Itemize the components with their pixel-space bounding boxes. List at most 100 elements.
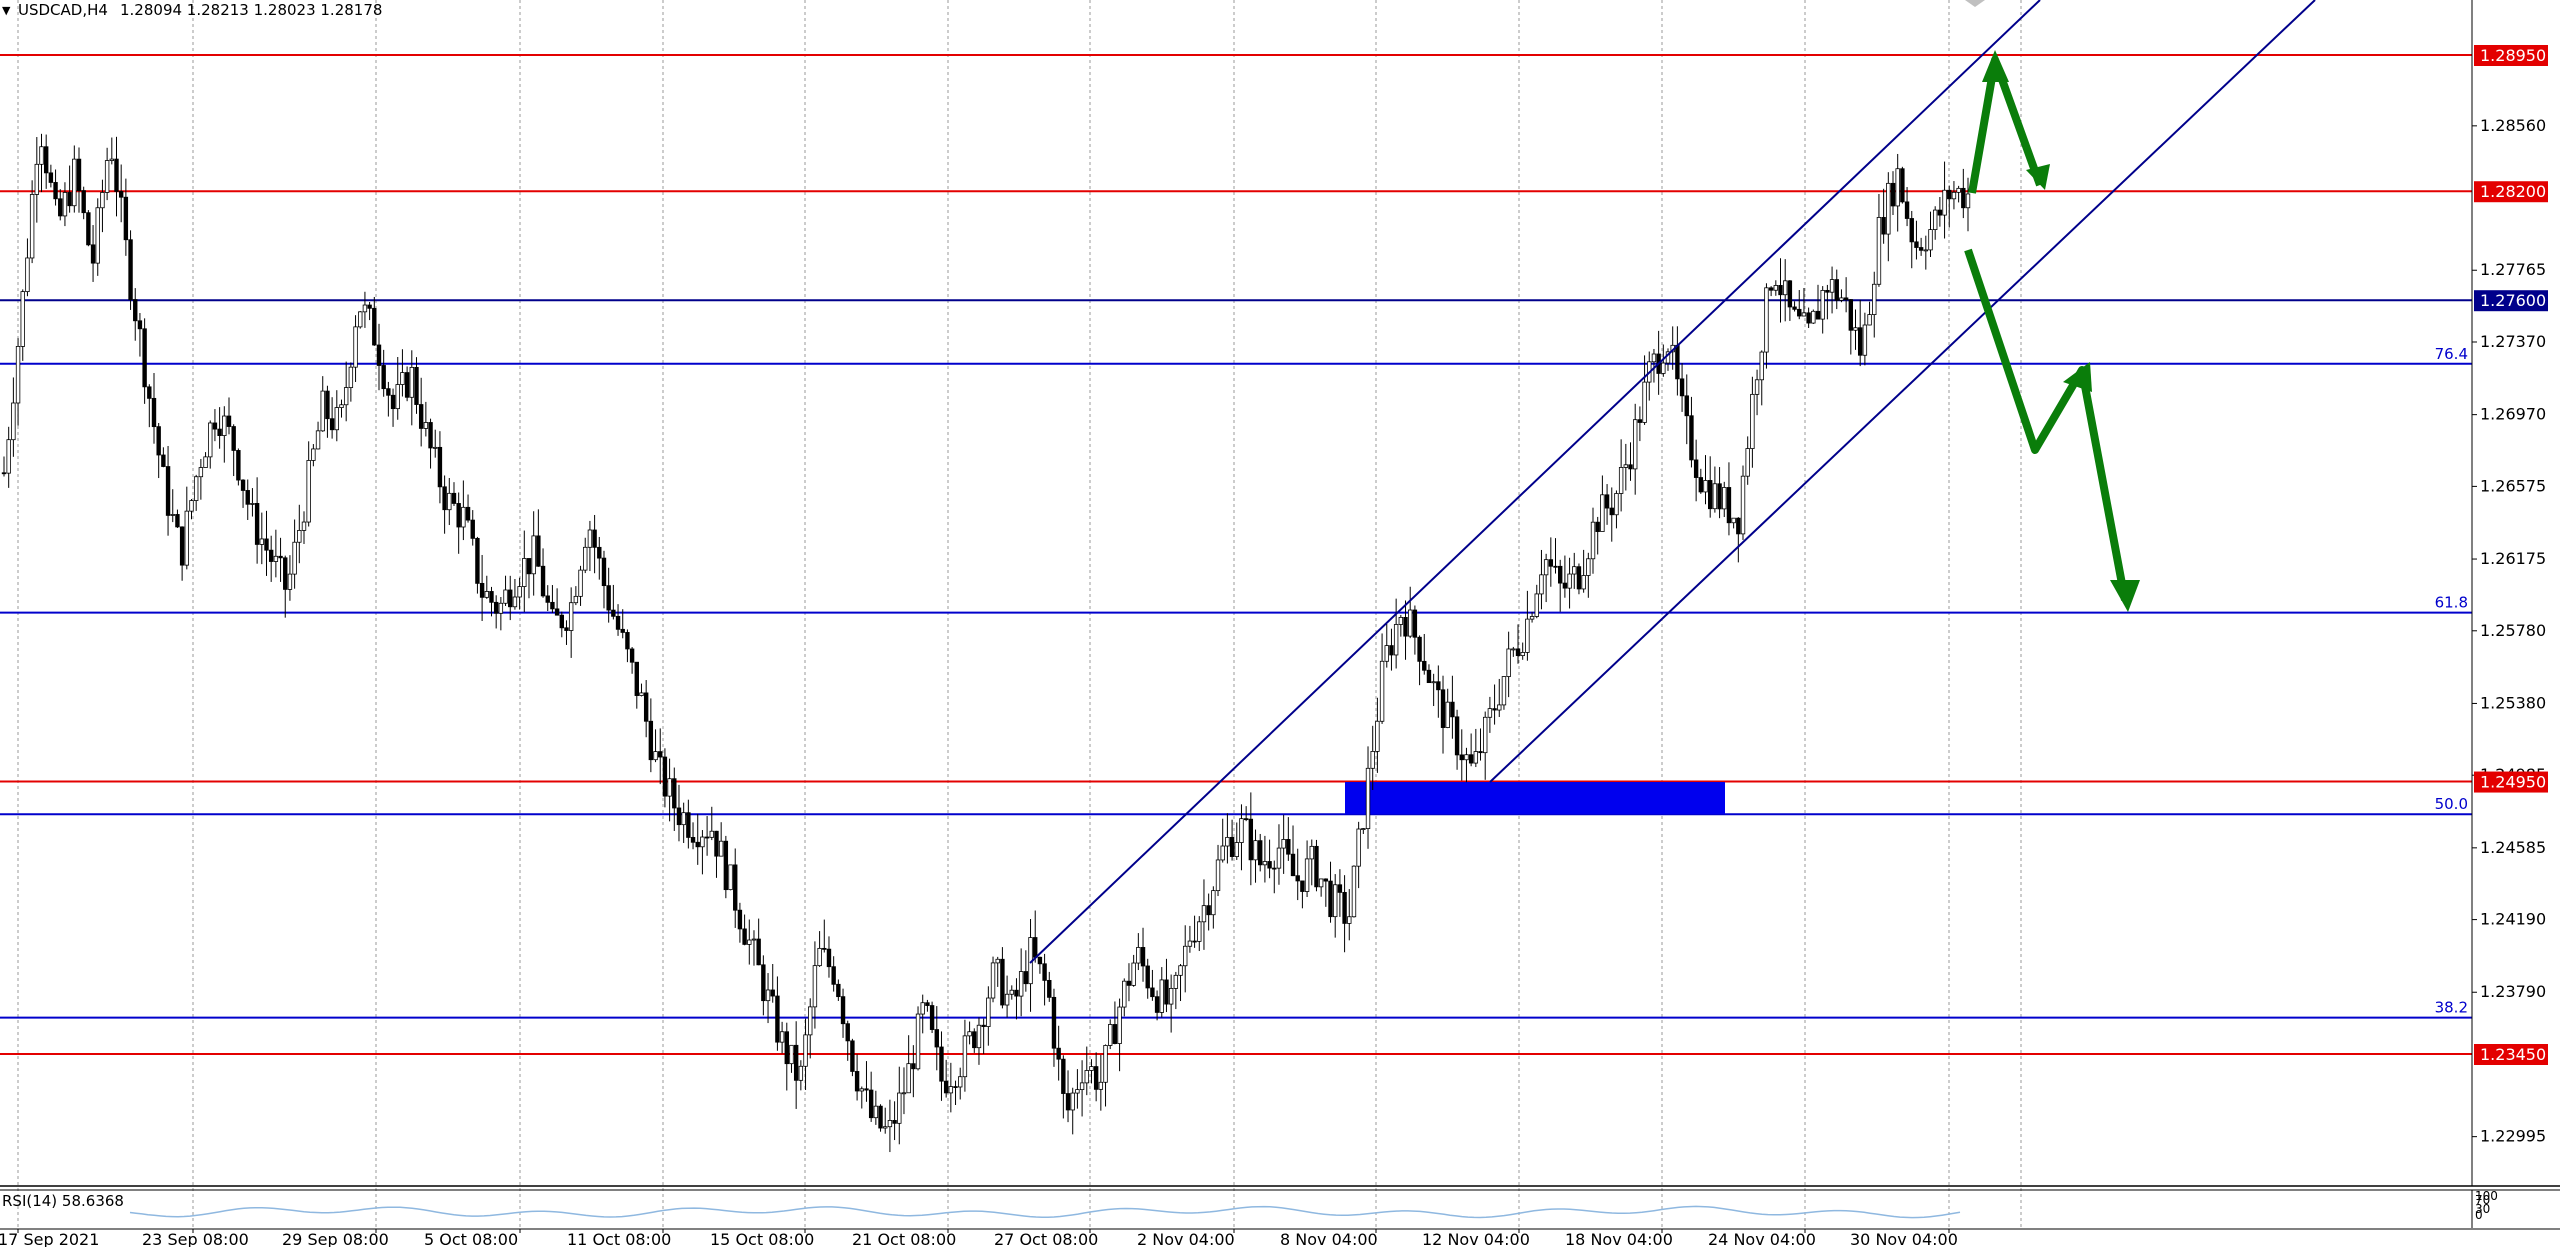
candle (1398, 614, 1404, 637)
candle-body-bull (315, 430, 321, 450)
candle (1961, 168, 1966, 219)
candle-body-bull (1309, 845, 1314, 860)
candle-body-bear (840, 996, 846, 1025)
support-2-price-tag[interactable] (2474, 1044, 2548, 1065)
candle (329, 397, 335, 439)
candle-body-bull (808, 1006, 813, 1036)
candle-body-bear (1515, 648, 1521, 657)
channel-lower-line[interactable] (1489, 0, 2316, 783)
candle-body-bull (1173, 974, 1179, 989)
candle (1773, 280, 1779, 296)
candle (953, 1080, 958, 1106)
candle-body-bear (559, 614, 564, 629)
candle (1895, 153, 1900, 232)
down-arrow-path[interactable] (1964, 248, 2129, 601)
candle-body-bull (995, 958, 1000, 964)
candle (812, 941, 818, 1029)
candle-body-bull (498, 602, 504, 614)
candle (250, 488, 255, 517)
time-label: 23 Sep 08:00 (142, 1230, 249, 1247)
candle (803, 1018, 808, 1090)
candle-body-bull (1131, 962, 1136, 986)
candle-body-bull (1539, 574, 1544, 595)
candle-body-bull (962, 1035, 968, 1078)
candle-body-bull (681, 812, 686, 826)
candle (878, 1104, 883, 1132)
candle-body-bull (1215, 859, 1221, 892)
candle-body-bear (850, 1040, 855, 1072)
demand-zone-rect[interactable] (1345, 782, 1725, 814)
candle-body-bull (198, 467, 204, 478)
candle-body-bear (1881, 217, 1886, 235)
time-label: 2 Nov 04:00 (1137, 1230, 1235, 1247)
candle-body-bull (517, 586, 522, 598)
candle-body-bull (39, 146, 44, 165)
candle (1384, 624, 1389, 668)
candle-body-bear (1947, 189, 1952, 200)
channel-upper-line[interactable] (1029, 0, 2041, 964)
candle (1047, 971, 1052, 1002)
candle (718, 822, 724, 857)
candle (1693, 439, 1699, 502)
candle (1487, 696, 1493, 733)
price-tick-label: 1.26175 (2480, 549, 2546, 568)
candle-body-bear (151, 397, 157, 428)
candle-body-bear (489, 591, 494, 603)
candle-body-bear (1834, 279, 1839, 301)
candle (1281, 814, 1286, 874)
candle (1468, 733, 1474, 767)
forecast-arrows[interactable] (1964, 50, 2140, 612)
resistance-1-price-tag[interactable] (2474, 45, 2548, 66)
candle (1304, 840, 1310, 897)
level-blue-price-tag[interactable] (2474, 290, 2548, 312)
candle (1028, 918, 1033, 1012)
candle-body-bull (1084, 1070, 1089, 1084)
candle (742, 914, 747, 946)
candle (1464, 747, 1469, 783)
resistance-2-price-tag[interactable] (2474, 181, 2548, 203)
candle (1201, 879, 1207, 950)
candle (1792, 301, 1797, 312)
candle-body-bull (1379, 660, 1385, 722)
candle-body-bull (1408, 609, 1413, 637)
time-label: 29 Sep 08:00 (282, 1230, 389, 1247)
candle-body-bear (470, 519, 475, 539)
candle (1234, 822, 1239, 860)
candle-body-bear (456, 503, 461, 528)
candle-body-bear (1684, 395, 1689, 417)
candle (798, 1060, 804, 1091)
price-tick-label: 1.24190 (2480, 910, 2546, 929)
candle (1632, 403, 1638, 495)
time-label: 24 Nov 04:00 (1708, 1230, 1816, 1247)
candle (672, 767, 677, 831)
candle (147, 384, 152, 428)
candle-body-bear (672, 778, 677, 809)
price-channel[interactable] (1029, 0, 2316, 964)
candle-body-bull (95, 207, 100, 264)
candle (334, 390, 340, 442)
candle-body-bull (1445, 701, 1450, 728)
candle (1248, 792, 1254, 886)
support-1-price-tag[interactable] (2474, 771, 2548, 793)
candle-body-bull (409, 366, 414, 398)
candle-body-bull (1586, 558, 1591, 576)
candle (972, 1028, 977, 1053)
candle-body-bear (1900, 168, 1905, 203)
candle (1004, 975, 1010, 1018)
candle (859, 1086, 864, 1109)
candle-body-bear (81, 190, 86, 214)
candle (67, 165, 72, 213)
candle-body-bull (747, 939, 752, 945)
candle (1159, 967, 1164, 1018)
candle-body-bear (1675, 344, 1680, 380)
candle-body-bear (381, 365, 386, 390)
candle (1295, 848, 1300, 901)
candle (381, 349, 386, 397)
candle (1726, 462, 1732, 536)
candle (34, 137, 40, 223)
candle-body-bull (583, 546, 588, 571)
candle-body-bear (67, 192, 72, 207)
candle-body-bear (690, 837, 696, 843)
